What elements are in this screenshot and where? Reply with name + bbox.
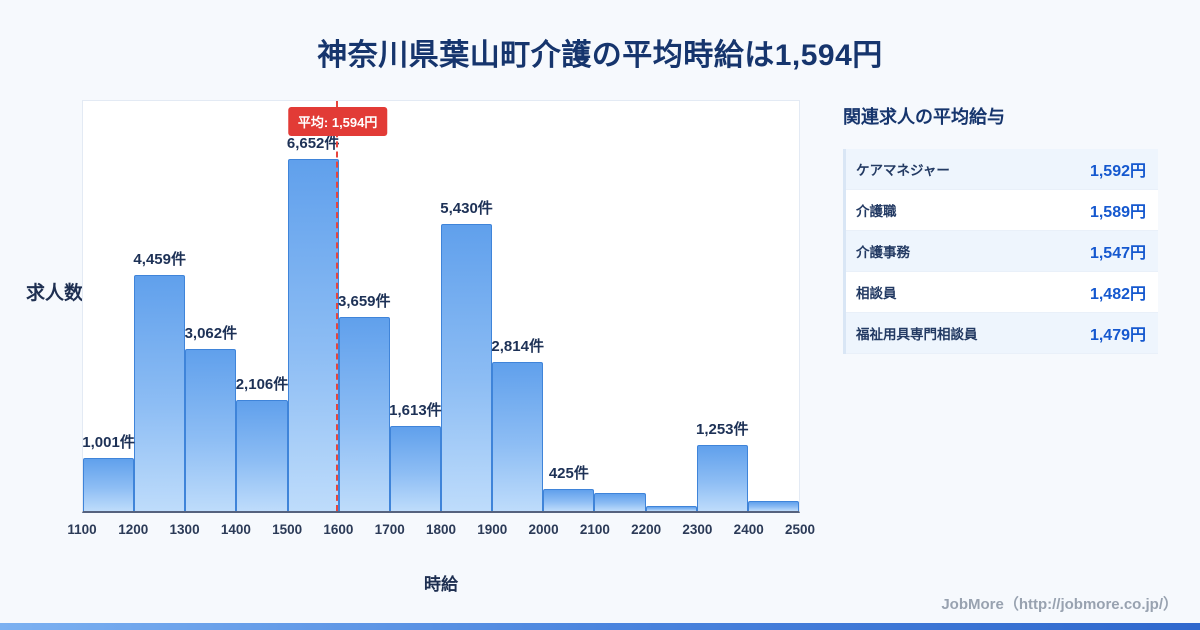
bar-value-label: 2,106件 bbox=[235, 376, 289, 393]
x-tick-label: 1300 bbox=[169, 522, 200, 537]
job-wage: 1,547円 bbox=[1089, 245, 1146, 262]
x-tick-label: 1700 bbox=[374, 522, 405, 537]
bar-value-label: 2,814件 bbox=[491, 338, 544, 355]
histogram-bar: 5,430件 bbox=[440, 101, 493, 511]
bar-value-label: 3,062件 bbox=[184, 325, 238, 342]
bar-value-label: 1,613件 bbox=[389, 402, 442, 419]
average-line: 平均: 1,594円 bbox=[287, 101, 388, 511]
panel-title: 関連求人の平均給与 bbox=[843, 107, 1005, 127]
table-row: 相談員 1,482円 bbox=[846, 272, 1158, 313]
related-jobs-table: ケアマネジャー 1,592円 介護職 1,589円 介護事務 1,547円 相談… bbox=[843, 149, 1158, 354]
histogram-bar: 1,001件 bbox=[82, 101, 135, 511]
page-title: 神奈川県葉山町介護の平均時給は1,594円 bbox=[317, 39, 883, 72]
histogram-bar: 6,652件 bbox=[286, 101, 340, 511]
bar-rect bbox=[492, 362, 544, 511]
x-axis-ticks: 1100 1200 1300 1400 1500 1600 1700 1800 1900 2000… bbox=[67, 522, 815, 542]
x-tick-label: 2100 bbox=[579, 522, 610, 537]
histogram-bar: 4,459件 bbox=[133, 101, 186, 511]
x-tick-label: 1500 bbox=[272, 522, 303, 537]
table-row: ケアマネジャー 1,592円 bbox=[846, 149, 1158, 190]
histogram-bar: 1,253件 bbox=[695, 101, 749, 511]
x-tick-label: 1200 bbox=[118, 522, 149, 537]
job-wage: 1,592円 bbox=[1089, 163, 1146, 180]
bar-value-label: 1,253件 bbox=[695, 421, 749, 438]
bar-rect bbox=[440, 224, 493, 511]
bar-rect bbox=[287, 159, 339, 511]
x-tick-label: 1400 bbox=[220, 522, 251, 537]
histogram-bar: 3,659件 bbox=[337, 101, 391, 511]
x-tick-label: 1600 bbox=[323, 522, 354, 537]
histogram-bar bbox=[645, 101, 697, 511]
job-name: 介護事務 bbox=[856, 245, 910, 260]
bar-value-label: 1,001件 bbox=[82, 434, 135, 451]
x-tick-label: 2300 bbox=[682, 522, 713, 537]
bar-rect bbox=[594, 493, 646, 511]
histogram-bar bbox=[747, 101, 799, 511]
x-tick-label: 1800 bbox=[425, 522, 457, 537]
x-tick-label: 1900 bbox=[477, 522, 508, 537]
y-axis-label: 求人数 bbox=[26, 283, 84, 304]
bar-value-label: 3,659件 bbox=[337, 293, 391, 310]
bar-rect bbox=[185, 349, 237, 511]
job-name: 介護職 bbox=[856, 204, 897, 219]
bottom-accent-bar bbox=[0, 623, 1200, 630]
bar-rect bbox=[543, 489, 595, 511]
histogram-bar: 2,106件 bbox=[235, 101, 289, 511]
bar-rect bbox=[134, 275, 186, 511]
histogram-bar: 425件 bbox=[543, 101, 595, 511]
bar-rect bbox=[83, 458, 135, 511]
table-row: 介護事務 1,547円 bbox=[846, 231, 1158, 272]
job-name: ケアマネジャー bbox=[856, 163, 950, 178]
x-tick-label: 2400 bbox=[733, 522, 764, 537]
job-wage: 1,482円 bbox=[1089, 286, 1146, 303]
bar-value-label: 6,652件 bbox=[286, 135, 340, 152]
x-axis-label: 時給 bbox=[424, 575, 458, 594]
job-name: 福祉用具専門相談員 bbox=[856, 327, 978, 342]
bar-rect bbox=[645, 506, 697, 511]
histogram-bar bbox=[594, 101, 646, 511]
footer-credit: JobMore（http://jobmore.co.jp/） bbox=[941, 596, 1178, 613]
x-tick-label: 2500 bbox=[784, 522, 816, 537]
bar-value-label: 4,459件 bbox=[133, 251, 186, 268]
job-wage: 1,589円 bbox=[1089, 204, 1146, 221]
histogram-bar: 2,814件 bbox=[491, 101, 544, 511]
bar-rect bbox=[747, 501, 799, 511]
bar-rect bbox=[389, 426, 441, 511]
histogram-bar: 3,062件 bbox=[184, 101, 238, 511]
job-wage: 1,479円 bbox=[1089, 327, 1146, 344]
table-row: 介護職 1,589円 bbox=[846, 190, 1158, 231]
x-tick-label: 1100 bbox=[67, 522, 97, 537]
bar-value-label: 425件 bbox=[548, 465, 589, 482]
bar-rect bbox=[338, 317, 390, 511]
related-jobs-panel: 関連求人の平均給与 ケアマネジャー 1,592円 介護職 1,589円 介護事務… bbox=[843, 103, 1158, 354]
bar-value-label: 5,430件 bbox=[440, 200, 493, 217]
job-name: 相談員 bbox=[856, 286, 897, 301]
x-tick-label: 2000 bbox=[528, 522, 559, 537]
average-badge: 平均: 1,594円 bbox=[287, 107, 388, 136]
histogram-bars: 1,001件 4,459件 3,062件 2,106件 6,652件 3,659件 1,61… bbox=[82, 101, 799, 511]
table-row: 福祉用具専門相談員 1,479円 bbox=[846, 313, 1158, 354]
plot-area: 1,001件 4,459件 3,062件 2,106件 6,652件 3,659件 1,61… bbox=[82, 100, 800, 513]
bar-rect bbox=[696, 445, 748, 511]
histogram-bar: 1,613件 bbox=[389, 101, 442, 511]
bar-rect bbox=[236, 400, 288, 511]
x-tick-label: 2200 bbox=[631, 522, 662, 537]
